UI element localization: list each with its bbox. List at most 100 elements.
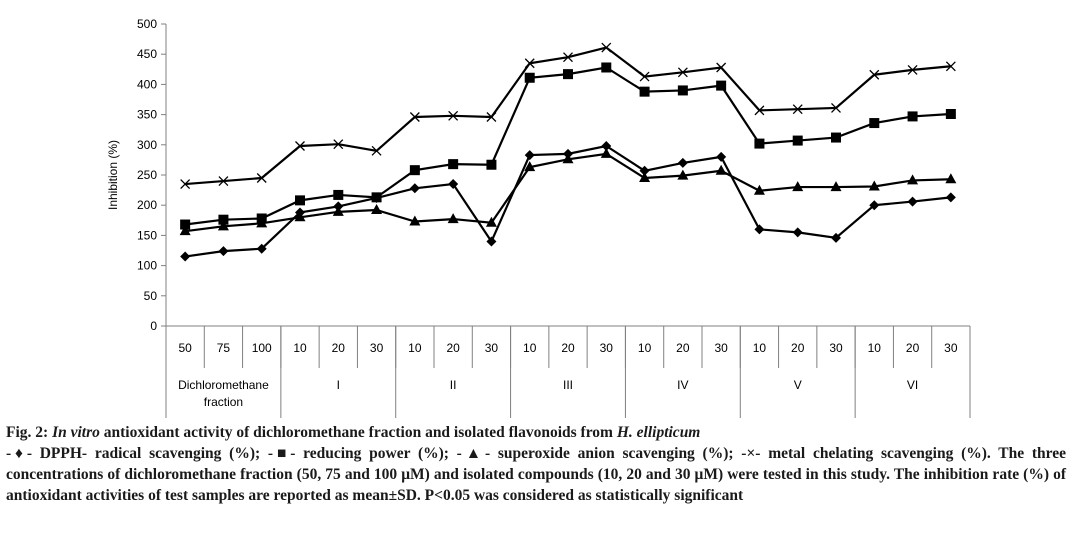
point-cross bbox=[677, 67, 688, 78]
point-triangle bbox=[715, 164, 727, 175]
point-triangle bbox=[294, 211, 306, 222]
point-diamond bbox=[639, 165, 650, 176]
y-tick-label: 500 bbox=[137, 17, 157, 31]
chart-axes: 0 50 100 150 200 250 300 350 400 450 500 50 75 100 Dic… bbox=[137, 17, 971, 418]
x-group-label: III bbox=[563, 378, 573, 392]
point-triangle bbox=[677, 169, 689, 180]
point-square bbox=[180, 219, 191, 230]
point-square bbox=[448, 159, 459, 170]
point-diamond bbox=[180, 251, 191, 262]
x-tick-label: 20 bbox=[676, 341, 690, 355]
point-diamond bbox=[409, 183, 420, 194]
x-group-label: V bbox=[794, 378, 802, 392]
point-square bbox=[486, 159, 497, 170]
point-triangle bbox=[179, 225, 191, 236]
point-triangle bbox=[639, 172, 651, 183]
y-tick-label: 100 bbox=[137, 259, 157, 273]
series-triangle bbox=[179, 147, 957, 236]
x-tick-label: 20 bbox=[446, 341, 460, 355]
point-square bbox=[563, 69, 573, 80]
point-cross bbox=[601, 42, 612, 53]
x-tick-label: 100 bbox=[252, 341, 272, 355]
point-square bbox=[831, 132, 841, 143]
point-diamond bbox=[716, 151, 727, 162]
point-diamond bbox=[831, 232, 841, 243]
y-tick-label: 200 bbox=[137, 198, 157, 212]
point-triangle bbox=[600, 147, 612, 158]
point-cross bbox=[945, 61, 956, 72]
x-group-label: VI bbox=[907, 378, 918, 392]
point-square bbox=[524, 72, 535, 83]
point-triangle bbox=[371, 204, 383, 215]
point-diamond bbox=[677, 157, 688, 168]
point-diamond bbox=[945, 192, 956, 203]
x-group-label: Dichloromethane bbox=[178, 378, 269, 392]
point-cross bbox=[639, 71, 650, 82]
point-cross bbox=[754, 105, 765, 116]
y-tick-label: 250 bbox=[137, 168, 157, 182]
point-diamond bbox=[486, 236, 497, 247]
point-cross bbox=[371, 145, 382, 156]
point-cross bbox=[218, 176, 229, 186]
point-square bbox=[716, 80, 727, 91]
y-tick-label: 150 bbox=[137, 228, 157, 242]
point-cross bbox=[524, 58, 535, 69]
point-cross bbox=[907, 64, 918, 75]
point-cross bbox=[716, 62, 727, 73]
caption-title-text: antioxidant activity of dichloromethane … bbox=[103, 424, 613, 441]
series-cross bbox=[180, 42, 956, 190]
point-diamond bbox=[754, 224, 765, 235]
point-triangle bbox=[907, 174, 919, 185]
y-tick-label: 350 bbox=[137, 108, 157, 122]
x-tick-label: 30 bbox=[370, 341, 384, 355]
point-diamond bbox=[448, 179, 459, 190]
point-cross bbox=[256, 173, 267, 183]
series-square bbox=[180, 62, 956, 230]
point-diamond bbox=[256, 243, 267, 254]
x-group-label: IV bbox=[677, 378, 688, 392]
caption-italic-species: H. ellipticum bbox=[616, 424, 701, 441]
point-cross bbox=[409, 112, 420, 122]
point-square bbox=[371, 192, 382, 203]
point-triangle bbox=[868, 180, 880, 191]
x-tick-label: 75 bbox=[217, 341, 231, 355]
series-diamond bbox=[180, 141, 956, 262]
point-triangle bbox=[256, 217, 268, 228]
x-tick-label: 30 bbox=[829, 341, 843, 355]
point-triangle bbox=[217, 220, 229, 231]
point-square bbox=[792, 135, 803, 146]
point-cross bbox=[448, 110, 459, 121]
caption-italic-in-vitro: In vitro bbox=[52, 424, 100, 441]
series-line bbox=[185, 46, 951, 186]
x-tick-label: 20 bbox=[906, 341, 920, 355]
point-cross bbox=[333, 139, 344, 150]
point-square bbox=[907, 111, 918, 122]
y-tick-label: 50 bbox=[144, 289, 158, 303]
x-tick-label: 10 bbox=[753, 341, 767, 355]
chart-series bbox=[179, 42, 957, 262]
point-cross bbox=[792, 104, 803, 115]
point-cross bbox=[563, 52, 573, 63]
point-diamond bbox=[601, 141, 612, 152]
y-tick-label: 450 bbox=[137, 47, 157, 61]
x-group-label: fraction bbox=[204, 395, 243, 409]
y-axis-label: Inhibition (%) bbox=[106, 140, 120, 210]
point-square bbox=[945, 108, 956, 119]
x-tick-label: 30 bbox=[944, 341, 958, 355]
caption-title: Fig. 2: In vitro antioxidant activity of… bbox=[6, 422, 1066, 443]
x-tick-label: 20 bbox=[332, 341, 346, 355]
y-tick-label: 400 bbox=[137, 77, 157, 91]
x-tick-label: 50 bbox=[178, 341, 192, 355]
point-cross bbox=[295, 141, 305, 151]
point-triangle bbox=[524, 161, 536, 172]
point-diamond bbox=[869, 200, 880, 211]
point-triangle bbox=[332, 205, 344, 216]
x-tick-label: 10 bbox=[868, 341, 882, 355]
x-group-label: II bbox=[450, 378, 457, 392]
x-group-label: I bbox=[337, 378, 340, 392]
point-triangle bbox=[485, 216, 497, 227]
point-square bbox=[677, 85, 688, 96]
point-square bbox=[754, 138, 765, 149]
point-diamond bbox=[907, 196, 918, 207]
point-square bbox=[333, 189, 344, 200]
